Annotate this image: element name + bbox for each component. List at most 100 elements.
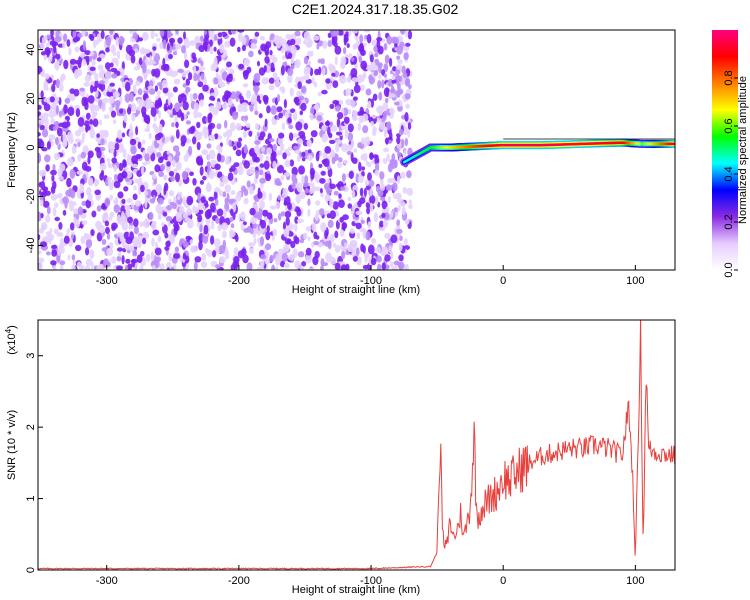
noise-speckle [281,87,286,94]
noise-speckle [53,152,61,161]
noise-speckle [217,224,222,232]
noise-speckle [206,181,211,191]
noise-speckle [63,59,69,70]
noise-speckle [275,201,281,210]
noise-speckle [341,250,346,260]
noise-speckle [68,47,72,56]
noise-speckle [224,119,228,129]
noise-speckle [133,237,140,244]
noise-speckle [131,202,135,210]
noise-speckle [275,181,283,186]
noise-speckle [40,71,45,76]
noise-speckle [46,141,52,150]
noise-speckle [77,261,82,268]
noise-speckle [59,75,64,84]
noise-speckle [100,169,105,178]
noise-speckle [245,89,252,99]
spectrogram-y-axis: -40 -20 0 20 40 [25,43,43,253]
noise-speckle [375,246,381,253]
noise-speckle [192,205,196,213]
noise-speckle [265,173,272,182]
noise-speckle [404,137,408,147]
noise-speckle [315,200,321,206]
noise-speckle [264,118,268,128]
noise-speckle [228,198,236,203]
noise-speckle [257,60,260,67]
noise-speckle [303,181,309,188]
noise-speckle [222,230,227,239]
noise-speckle [243,197,249,205]
noise-speckle [99,80,105,85]
noise-speckle [333,190,339,196]
noise-speckle [74,46,80,53]
noise-speckle [92,118,99,127]
noise-speckle [186,86,191,93]
noise-speckle [186,195,194,206]
noise-speckle [229,229,234,239]
noise-speckle [322,67,326,76]
noise-speckle [390,159,397,169]
noise-speckle [301,261,307,267]
noise-speckle [48,110,55,119]
noise-speckle [207,154,211,161]
noise-speckle [378,74,382,80]
noise-speckle [144,128,151,132]
noise-speckle [365,202,371,209]
noise-speckle [323,158,330,168]
noise-speckle [301,157,306,162]
noise-speckle [215,264,221,269]
noise-speckle [218,244,226,254]
noise-speckle [288,254,295,261]
noise-speckle [268,138,275,143]
noise-speckle [38,153,41,163]
snr-x-label: Height of straight line (km) [292,584,420,596]
noise-speckle [71,254,76,261]
noise-speckle [208,196,215,202]
noise-speckle [252,152,258,163]
noise-speckle [342,47,347,55]
noise-speckle [226,61,232,68]
noise-speckle [143,73,148,81]
noise-speckle [156,152,162,158]
noise-speckle [405,103,410,109]
noise-speckle [196,141,201,151]
noise-speckle [363,187,367,198]
noise-speckle [112,91,120,99]
noise-speckle [228,139,232,147]
noise-speckle [212,250,217,258]
noise-speckle [181,170,188,180]
noise-speckle [286,151,291,157]
noise-speckle [304,175,309,184]
noise-speckle [172,145,180,152]
noise-speckle [96,57,102,62]
noise-speckle [51,249,58,257]
noise-speckle [140,166,145,176]
noise-speckle [353,148,358,153]
noise-speckle [158,145,163,152]
noise-speckle [396,198,404,203]
noise-speckle [235,195,242,202]
noise-speckle [248,130,253,137]
noise-speckle [338,99,343,105]
noise-speckle [395,76,400,86]
noise-speckle [287,117,292,124]
noise-speckle [272,160,277,169]
noise-speckle [397,59,403,64]
noise-speckle [243,58,251,65]
noise-speckle [116,247,124,252]
noise-speckle [217,135,223,140]
noise-speckle [331,36,336,46]
noise-speckle [59,260,66,266]
noise-speckle [221,222,228,231]
noise-speckle [366,33,372,44]
noise-speckle [243,160,250,169]
noise-speckle [166,204,173,211]
noise-speckle [261,146,266,152]
noise-speckle [87,95,95,104]
noise-speckle [384,232,391,239]
noise-speckle [121,170,128,179]
noise-speckle [84,74,92,82]
spectrogram-y-label: Frequency (Hz) [6,112,18,188]
noise-speckle [329,198,334,208]
noise-speckle [238,63,245,70]
